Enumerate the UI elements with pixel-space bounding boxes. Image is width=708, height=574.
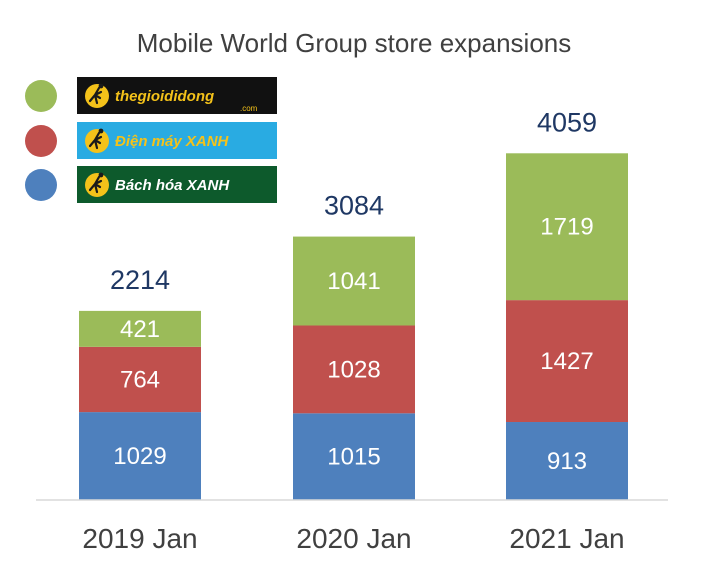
chart-legend: thegioididong .com Điện máy XANH Bách hóa X… [25,77,277,203]
data-label: 1015 [327,444,380,471]
legend-swatch [25,80,57,112]
data-label: 913 [547,448,587,475]
bar-segment [293,236,415,326]
logo-background [77,166,277,203]
running-man-icon [85,83,109,108]
bar-segment [506,300,628,423]
bars-layer: 1029 764 421 2214 1015 1028 1041 3084 913 1427 171… [79,107,628,500]
total-label: 4059 [537,107,597,137]
bar-segment [293,413,415,500]
legend-swatch [25,169,57,201]
x-tick-label: 2019 Jan [82,523,197,554]
logo-background [77,122,277,159]
legend-swatch [25,125,57,157]
x-tick-label: 2020 Jan [296,523,411,554]
x-axis-ticks: 2019 Jan 2020 Jan 2021 Jan [82,523,624,554]
bar-segment [79,310,201,347]
logo-text: thegioididong [115,88,214,105]
bar-segment [293,325,415,414]
running-man-icon [85,128,109,153]
data-label: 1719 [540,214,593,241]
data-label: 1041 [327,268,380,295]
data-label: 1029 [113,443,166,470]
logo-text: Điện máy XANH [115,133,230,150]
total-label: 2214 [110,265,170,295]
x-tick-label: 2021 Jan [509,523,624,554]
logo-background [77,77,277,114]
data-label: 1028 [327,356,380,383]
data-label: 764 [120,366,160,393]
data-label: 1427 [540,348,593,375]
logo-subtext: .com [240,104,258,113]
logo-text: Bách hóa XANH [115,177,230,194]
legend-logo: Điện máy XANH [77,122,277,159]
chart-title: Mobile World Group store expansions [137,28,572,58]
bar-segment [506,153,628,301]
data-label: 421 [120,316,160,343]
total-label: 3084 [324,191,384,221]
legend-logo: Bách hóa XANH [77,166,277,203]
bar-segment [79,412,201,500]
bar-segment [79,346,201,413]
legend-logo: thegioididong .com [77,77,277,114]
running-man-icon [85,172,109,197]
bar-segment [506,422,628,500]
